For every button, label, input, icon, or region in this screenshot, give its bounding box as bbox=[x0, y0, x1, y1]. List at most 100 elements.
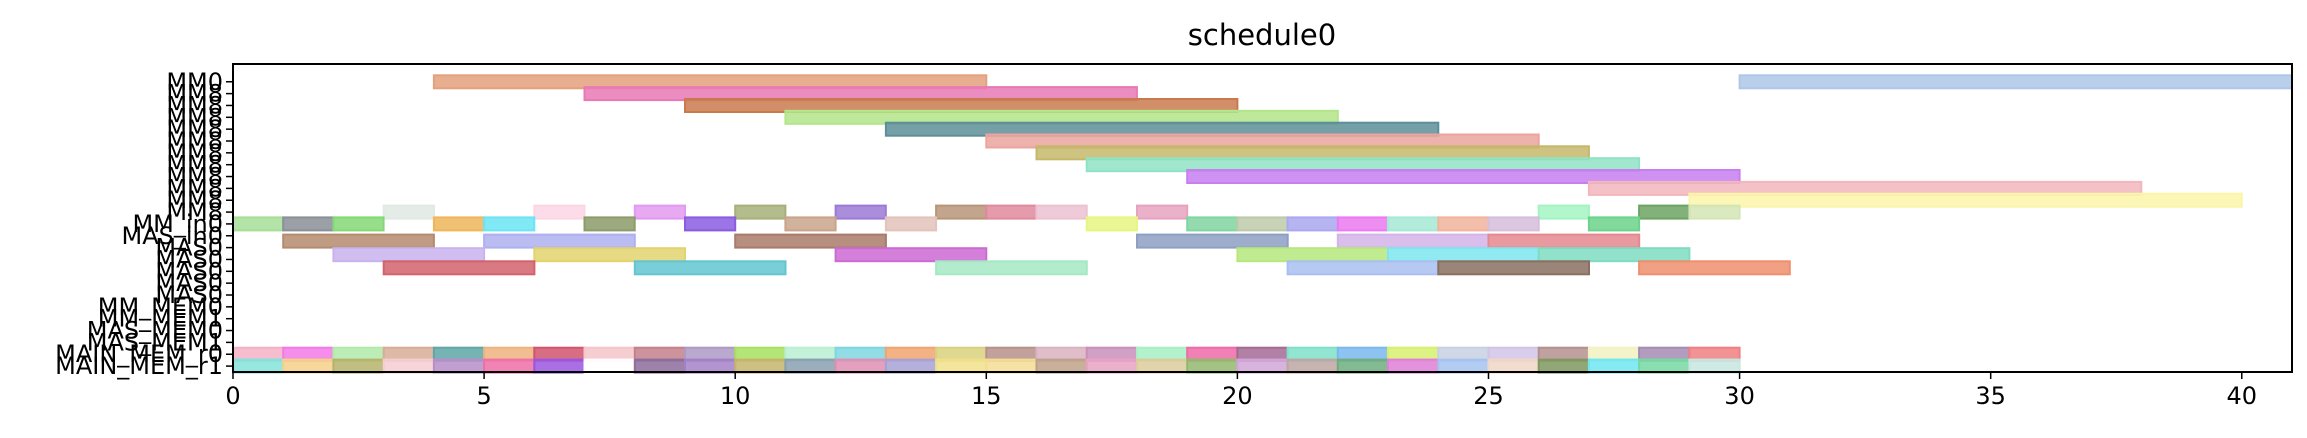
task-bar bbox=[1336, 358, 1390, 374]
task-bar bbox=[1738, 74, 2293, 90]
y-tick-label: MAS0 bbox=[155, 281, 223, 309]
task-bar bbox=[935, 358, 988, 374]
task-bar bbox=[734, 233, 887, 249]
x-tick-label: 25 bbox=[1473, 382, 1504, 410]
task-bar bbox=[1537, 204, 1590, 220]
task-bar bbox=[884, 216, 938, 232]
task-bar bbox=[1487, 216, 1540, 232]
task-bar bbox=[985, 358, 1038, 374]
task-bar bbox=[1387, 358, 1440, 374]
task-bar bbox=[1487, 233, 1641, 249]
plot-frame bbox=[232, 63, 2293, 373]
chart-title: schedule0 bbox=[1188, 18, 1336, 52]
y-tick-label: MM8 bbox=[166, 198, 223, 226]
task-bar bbox=[784, 216, 837, 232]
task-bar bbox=[1286, 358, 1339, 374]
task-bar bbox=[1186, 358, 1239, 374]
x-tick-label: 15 bbox=[971, 382, 1002, 410]
task-bar bbox=[583, 358, 636, 374]
task-bar bbox=[282, 216, 335, 232]
task-bar bbox=[1186, 216, 1239, 232]
task-bar bbox=[533, 204, 586, 220]
task-bar bbox=[1286, 260, 1440, 276]
task-bar bbox=[332, 247, 486, 263]
task-bar bbox=[232, 358, 285, 374]
task-bar bbox=[1638, 358, 1691, 374]
task-bar bbox=[633, 358, 686, 374]
y-tick-label: MAS_in0 bbox=[121, 222, 223, 250]
task-bar bbox=[1035, 204, 1088, 220]
y-tick-label: MM8 bbox=[166, 115, 223, 143]
x-tick-label: 5 bbox=[476, 382, 491, 410]
task-bar bbox=[1638, 260, 1791, 276]
task-bar bbox=[382, 204, 435, 220]
task-bar bbox=[1387, 247, 1540, 263]
task-bar bbox=[483, 216, 536, 232]
task-bar bbox=[1336, 216, 1390, 232]
task-bar bbox=[633, 204, 686, 220]
task-bar bbox=[935, 204, 988, 220]
task-bar bbox=[1186, 169, 1741, 184]
y-tick-label: MM_MEM1 bbox=[98, 305, 223, 333]
task-bar bbox=[533, 358, 586, 374]
task-bar bbox=[834, 358, 887, 374]
task-bar bbox=[684, 216, 737, 232]
task-bar bbox=[1587, 358, 1641, 374]
task-bar bbox=[483, 358, 536, 374]
y-tick-label: MAS0 bbox=[155, 234, 223, 262]
task-bar bbox=[1336, 233, 1490, 249]
task-bar bbox=[1136, 204, 1189, 220]
task-bar bbox=[1085, 216, 1138, 232]
task-bar bbox=[985, 204, 1038, 220]
y-tick-label: MAS0 bbox=[155, 257, 223, 285]
task-bar bbox=[1487, 358, 1540, 374]
y-tick-label: MM8 bbox=[166, 103, 223, 131]
task-bar bbox=[282, 233, 435, 249]
task-bar bbox=[1286, 216, 1339, 232]
x-axis: 0 5 10 15 20 25 30 35 40 bbox=[225, 372, 2257, 410]
task-bar bbox=[232, 216, 285, 232]
task-bar bbox=[583, 216, 636, 232]
y-tick-label: MAIN_MEM_r0 bbox=[55, 340, 223, 368]
task-bar bbox=[1587, 216, 1641, 232]
y-tick-label: MM8 bbox=[166, 91, 223, 119]
task-bar bbox=[1638, 204, 1691, 220]
y-tick-label: MM0 bbox=[166, 68, 223, 96]
y-tick-label: MAS_MEM0 bbox=[87, 317, 223, 345]
task-bar bbox=[1387, 216, 1440, 232]
x-tick-label: 0 bbox=[225, 382, 240, 410]
y-tick-label: MAS0 bbox=[155, 245, 223, 273]
task-bar bbox=[1537, 247, 1691, 263]
task-bar bbox=[784, 358, 837, 374]
y-tick-label: MM8 bbox=[166, 139, 223, 167]
task-bar bbox=[1688, 358, 1741, 374]
y-tick-label: MAS_MEM1 bbox=[87, 328, 223, 356]
y-axis: MM0MM8MM8MM8MM8MM8MM8MM8MM8MM8MM8MM8MM_i… bbox=[55, 68, 233, 380]
task-bar bbox=[533, 247, 686, 263]
task-bar bbox=[1236, 247, 1390, 263]
task-bar bbox=[684, 358, 737, 374]
task-bar bbox=[332, 358, 385, 374]
y-tick-label: MAIN_MEM_r1 bbox=[55, 352, 223, 380]
task-bar bbox=[1136, 358, 1189, 374]
y-tick-label: MM8 bbox=[166, 174, 223, 202]
y-tick-label: MM8 bbox=[166, 163, 223, 191]
x-tick-label: 20 bbox=[1222, 382, 1253, 410]
task-bar bbox=[834, 204, 887, 220]
task-bar bbox=[734, 204, 787, 220]
task-bar bbox=[332, 216, 385, 232]
x-tick-label: 40 bbox=[2227, 382, 2258, 410]
task-bars bbox=[232, 74, 2293, 374]
task-bar bbox=[1035, 358, 1088, 374]
y-tick-label: MM8 bbox=[166, 151, 223, 179]
task-bar bbox=[1537, 358, 1590, 374]
y-tick-label: MM8 bbox=[166, 186, 223, 214]
task-bar bbox=[282, 358, 335, 374]
task-bar bbox=[1688, 192, 2243, 208]
task-bar bbox=[633, 260, 787, 276]
task-bar bbox=[1437, 216, 1490, 232]
x-tick-label: 35 bbox=[1975, 382, 2006, 410]
task-bar bbox=[432, 358, 486, 374]
